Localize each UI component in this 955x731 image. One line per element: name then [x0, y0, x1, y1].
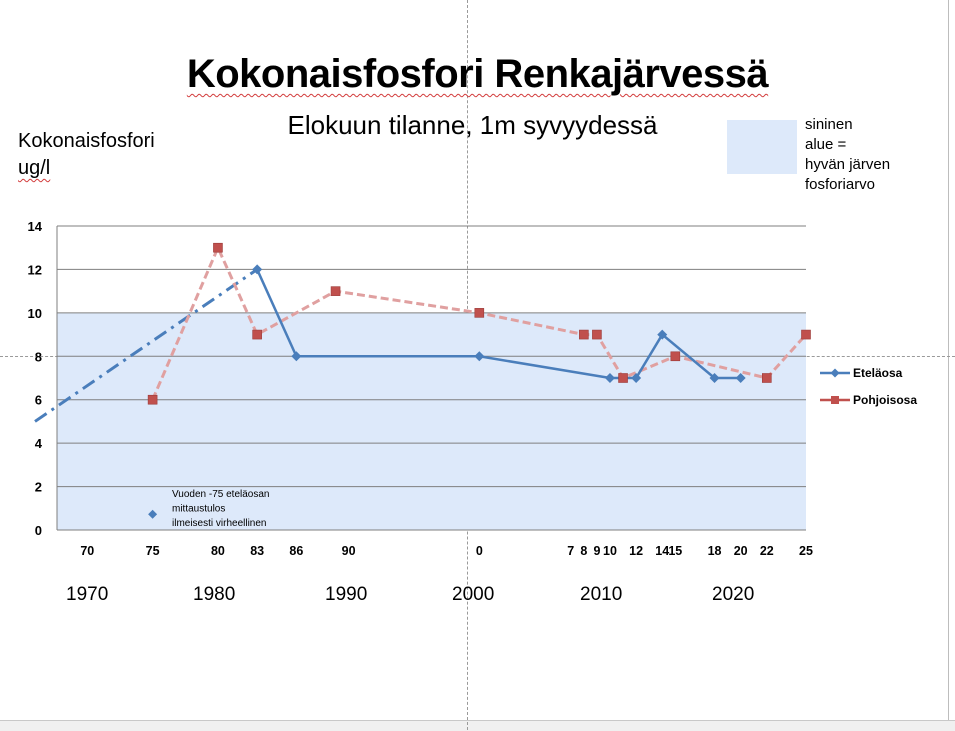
x-tick-label: 9: [593, 544, 600, 558]
point-pohjoisosa: [592, 329, 602, 340]
point-etelaosa: [604, 373, 615, 383]
y-axis-label-line1: Kokonaisfosfori: [18, 130, 155, 152]
y-axis-label-line2: ug/l: [18, 157, 51, 179]
y-tick-label: 0: [35, 523, 42, 538]
x-tick-label: 75: [146, 544, 160, 558]
note-line: hyvän järven: [805, 156, 891, 173]
x-tick-label: 8: [580, 544, 587, 558]
note-line: alue =: [805, 136, 847, 153]
x-tick-label: 22: [760, 544, 774, 558]
point-etelaosa: [252, 264, 263, 275]
x-tick-label: 15: [668, 544, 682, 558]
y-tick-label: 4: [35, 436, 43, 451]
good-area-swatch: [727, 120, 797, 174]
decade-label: 2010: [580, 584, 623, 605]
x-tick-label: 10: [603, 544, 617, 558]
x-tick-label: 14: [655, 544, 669, 558]
chart-subtitle: Elokuun tilanne, 1m syvyydessä: [287, 110, 658, 140]
good-area-note: sininen alue = hyvän järven fosforiarvo: [805, 115, 945, 195]
point-pohjoisosa: [213, 242, 223, 253]
x-tick-label: 25: [799, 544, 813, 558]
y-tick-label: 12: [28, 262, 42, 277]
point-etelaosa: [631, 373, 642, 383]
point-etelaosa: [735, 373, 746, 383]
x-tick-label: 86: [289, 544, 303, 558]
y-tick-label: 14: [28, 219, 43, 234]
legend-label: Eteläosa: [853, 366, 903, 380]
point-pohjoisosa: [761, 373, 772, 383]
slide-right-edge: [948, 0, 949, 720]
note-line: sininen: [805, 116, 853, 133]
x-tick-label: 18: [708, 544, 722, 558]
decade-label: 1970: [66, 584, 109, 605]
point-etelaosa: [474, 351, 485, 362]
legend-label: Pohjoisosa: [853, 393, 917, 407]
y-tick-label: 6: [35, 393, 42, 408]
point-pohjoisosa: [579, 329, 589, 340]
trend-line: [34, 268, 258, 423]
y-tick-label: 2: [35, 480, 42, 495]
legend-marker: [830, 368, 840, 378]
slide-bottom-edge: [0, 720, 955, 731]
y-tick-label: 10: [28, 306, 42, 321]
decade-label: 2000: [452, 584, 495, 605]
x-tick-label: 70: [80, 544, 94, 558]
x-tick-label: 20: [734, 544, 748, 558]
legend-marker: [831, 396, 839, 404]
point-pohjoisosa: [252, 329, 262, 340]
chart-title: Kokonaisfosfori Renkajärvessä: [186, 52, 769, 96]
note-line: fosforiarvo: [805, 176, 876, 193]
point-pohjoisosa: [618, 373, 628, 383]
point-etelaosa: [291, 351, 302, 362]
y-axis-label: Kokonaisfosfori ug/l: [18, 128, 155, 182]
x-tick-label: 7: [567, 544, 574, 558]
point-etelaosa: [657, 329, 668, 340]
good-value-band: [57, 312, 806, 530]
x-tick-label: 12: [629, 544, 643, 558]
decade-label: 2020: [712, 584, 755, 605]
annotation-text: mittaustulos: [172, 504, 225, 515]
point-pohjoisosa: [474, 308, 485, 318]
decade-label: 1980: [193, 584, 236, 605]
decade-label: 1990: [325, 584, 368, 605]
x-tick-label: 83: [250, 544, 264, 558]
annotation-text: ilmeisesti virheellinen: [172, 518, 266, 529]
x-tick-label: 80: [211, 544, 225, 558]
annotation-text: Vuoden -75 eteläosan: [172, 489, 270, 500]
annotation-marker: [148, 509, 158, 519]
point-etelaosa: [709, 373, 720, 383]
x-tick-label: 90: [342, 544, 356, 558]
x-tick-label: 0: [476, 544, 483, 558]
point-pohjoisosa: [801, 329, 811, 340]
y-tick-label: 8: [35, 349, 42, 364]
point-pohjoisosa: [330, 286, 341, 296]
point-pohjoisosa: [147, 394, 158, 405]
point-pohjoisosa: [670, 351, 681, 362]
